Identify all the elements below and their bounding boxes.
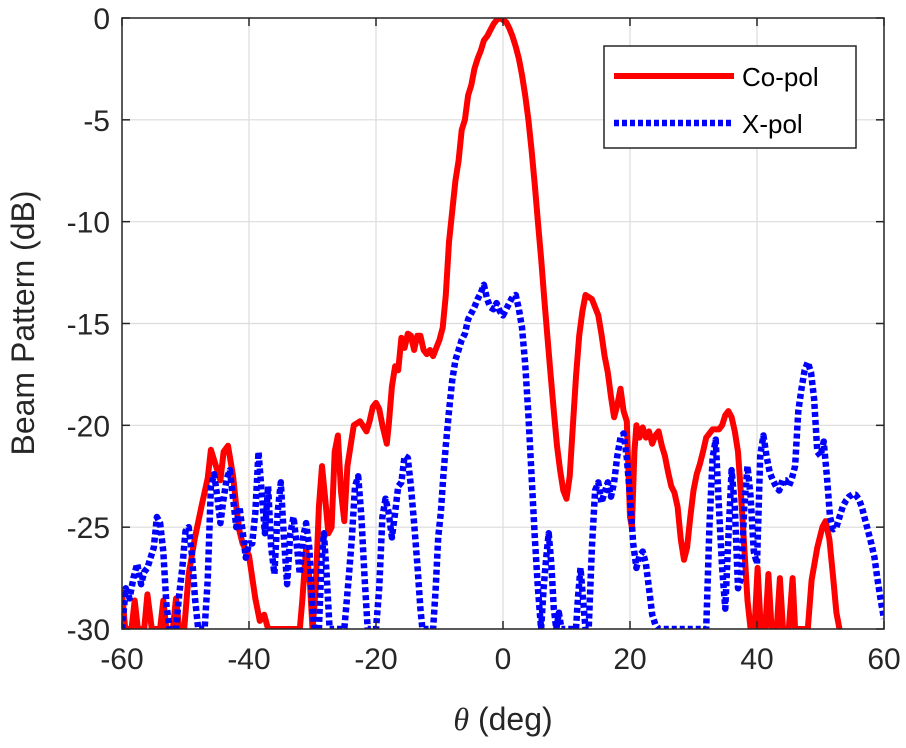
legend-label-x-pol: X-pol — [742, 109, 803, 139]
x-axis-symbol: θ — [453, 701, 469, 737]
x-tick-labels: -60 -40 -20 0 20 40 60 — [100, 643, 900, 676]
series-line-x-pol — [122, 281, 884, 629]
y-tick-label: -25 — [67, 512, 110, 545]
x-tick-label: -20 — [354, 643, 397, 676]
x-tick-label: 20 — [613, 643, 646, 676]
y-tick-label: -5 — [83, 105, 110, 138]
x-tick-label: -40 — [227, 643, 270, 676]
x-tick-label: 40 — [740, 643, 773, 676]
x-axis-unit: (deg) — [469, 701, 553, 737]
series-layer — [122, 18, 884, 629]
y-tick-label: -10 — [67, 207, 110, 240]
y-tick-labels: 0 -5 -10 -15 -20 -25 -30 — [67, 3, 110, 647]
x-tick-label: -60 — [100, 643, 143, 676]
x-tick-label: 0 — [495, 643, 512, 676]
y-tick-label: -15 — [67, 309, 110, 342]
y-tick-label: -20 — [67, 410, 110, 443]
tick-marks — [121, 17, 885, 630]
legend: Co-pol X-pol — [603, 45, 857, 149]
y-tick-label: 0 — [93, 3, 110, 36]
legend-label-co-pol: Co-pol — [742, 62, 819, 92]
y-axis-title: Beam Pattern (dB) — [5, 191, 41, 456]
legend-box — [603, 45, 857, 149]
y-tick-label: -30 — [67, 614, 110, 647]
x-axis-title: θ (deg) — [453, 701, 552, 737]
x-tick-label: 60 — [867, 643, 900, 676]
series-line-co-pol — [122, 18, 843, 629]
